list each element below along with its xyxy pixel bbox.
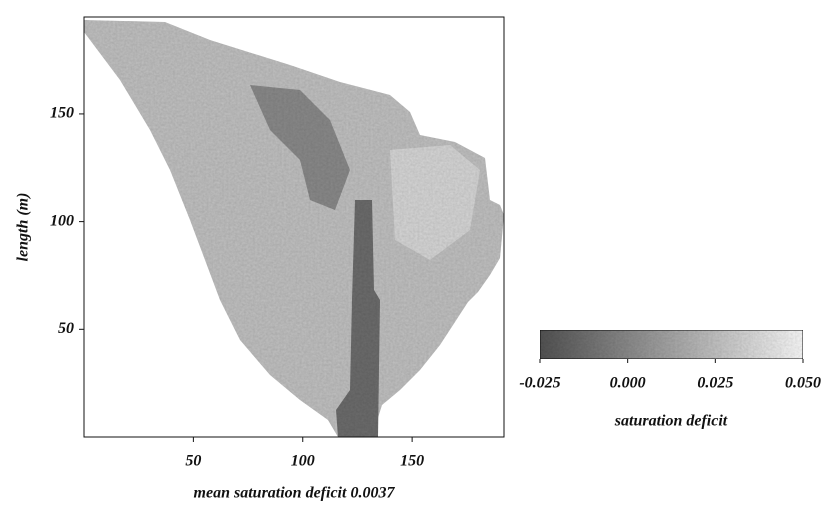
x-tick-label: 50 (185, 453, 201, 470)
colorbar-tick-label: 0.000 (610, 375, 646, 392)
y-tick-label: 100 (50, 212, 74, 229)
colorbar-label: saturation deficit (614, 413, 728, 430)
x-tick-label: 150 (400, 453, 424, 470)
y-axis-label: length (m) (15, 193, 32, 262)
x-tick-label: 100 (291, 453, 315, 470)
dark-patch (250, 85, 350, 210)
colorbar-tick-label: 0.050 (785, 375, 821, 392)
plot-frame (83, 16, 505, 438)
y-tick-label: 50 (58, 320, 74, 337)
colorbar-tick-label: 0.025 (697, 375, 733, 392)
colorbar-tick-label: -0.025 (519, 375, 560, 392)
catchment-area (84, 20, 504, 437)
dark-channel (336, 200, 380, 437)
saturation-map (84, 20, 504, 437)
light-patch (390, 145, 480, 260)
colorbar (539, 329, 804, 360)
x-axis-label: mean saturation deficit 0.0037 (194, 485, 396, 502)
y-tick-label: 150 (50, 105, 74, 122)
